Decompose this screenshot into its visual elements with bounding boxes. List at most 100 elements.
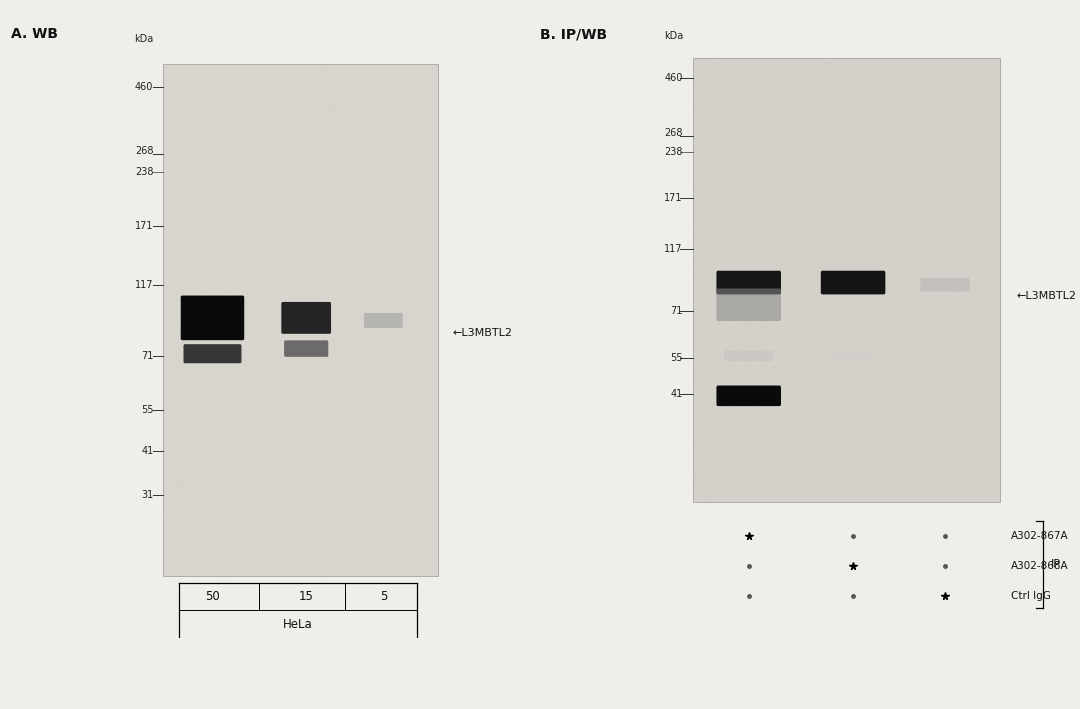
Point: [207, 379, 225, 390]
Point: [928, 430, 945, 441]
Point: [810, 196, 827, 207]
Point: [961, 115, 978, 126]
Point: [295, 476, 312, 488]
Point: [916, 379, 933, 390]
Point: [187, 447, 204, 458]
Point: [897, 341, 915, 352]
Point: [272, 525, 289, 537]
Point: [377, 481, 394, 492]
Point: [390, 472, 407, 484]
Point: [762, 203, 780, 215]
Point: [422, 372, 440, 384]
Point: [281, 549, 298, 560]
Point: [973, 158, 990, 169]
Point: [686, 425, 703, 437]
Point: [789, 107, 807, 118]
Point: [813, 118, 831, 129]
Point: [883, 228, 901, 239]
Point: [746, 78, 764, 89]
Point: [375, 81, 392, 92]
Point: [725, 309, 742, 320]
Point: [218, 486, 235, 497]
Point: [773, 318, 791, 330]
Point: [346, 391, 363, 403]
Point: [278, 298, 295, 310]
Point: [225, 408, 242, 420]
Point: [892, 276, 909, 287]
Point: [765, 89, 782, 100]
Point: [854, 208, 872, 220]
Point: [372, 571, 389, 582]
Point: [987, 283, 1004, 294]
Point: [167, 322, 185, 333]
Point: [408, 281, 426, 293]
Point: [419, 123, 436, 135]
Point: [301, 422, 319, 433]
Point: [971, 106, 988, 118]
Point: [693, 435, 711, 446]
Point: [805, 315, 822, 326]
Point: [800, 450, 818, 462]
Point: [981, 274, 998, 285]
Point: [908, 343, 926, 354]
Point: [697, 381, 714, 393]
Point: [791, 377, 808, 389]
Point: [188, 92, 205, 104]
Point: [976, 311, 994, 323]
Point: [889, 191, 906, 203]
Point: [237, 450, 254, 461]
Point: [866, 194, 883, 205]
Point: [230, 60, 247, 72]
Point: [745, 219, 762, 230]
Point: [211, 484, 228, 496]
Point: [955, 399, 972, 411]
Point: [696, 375, 713, 386]
Point: [258, 123, 275, 135]
Point: [247, 106, 265, 118]
Point: [970, 261, 987, 272]
Point: [824, 339, 841, 350]
Point: [189, 196, 206, 207]
Point: [195, 133, 213, 144]
Point: [967, 245, 984, 257]
Point: [779, 179, 796, 190]
Point: [251, 82, 268, 94]
Point: [411, 362, 429, 374]
Point: [394, 91, 411, 102]
Point: [916, 208, 933, 219]
Point: [194, 204, 212, 216]
Point: [268, 526, 285, 537]
Point: [761, 107, 779, 118]
Point: [945, 71, 962, 82]
Point: [820, 479, 837, 491]
Point: [951, 211, 969, 223]
Point: [215, 269, 232, 281]
Point: [774, 253, 792, 264]
Point: [171, 96, 188, 107]
Point: [823, 425, 840, 436]
Point: [161, 440, 178, 451]
Point: [801, 420, 819, 431]
Point: [936, 491, 954, 503]
Point: [936, 117, 954, 128]
Point: [872, 459, 889, 470]
Point: [821, 392, 838, 403]
Point: [408, 189, 426, 200]
Point: [882, 233, 900, 245]
Point: [391, 226, 408, 238]
Point: [174, 74, 191, 86]
Point: [202, 513, 219, 525]
Point: [178, 174, 195, 185]
Point: [730, 307, 747, 318]
Point: [880, 61, 897, 72]
Point: [306, 114, 323, 125]
Point: [890, 489, 907, 500]
Point: [902, 84, 919, 96]
Point: [213, 126, 230, 138]
Point: [864, 212, 881, 223]
Point: [872, 435, 889, 446]
Point: [415, 337, 432, 349]
Point: [794, 230, 811, 242]
Point: [870, 466, 888, 477]
Point: [809, 267, 826, 278]
